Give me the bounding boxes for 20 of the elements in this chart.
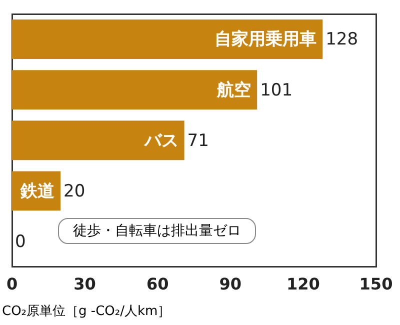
y-tick-label: 鉄道 [20, 181, 55, 202]
data-label: 0 [15, 232, 26, 252]
y-tick-label: 航空 [216, 80, 252, 100]
bar [12, 70, 258, 110]
x-tick-label: 30 [74, 274, 96, 294]
x-tick-label: 60 [146, 274, 169, 294]
x-tick-label: 0 [6, 274, 18, 294]
x-tick-label: 90 [219, 274, 242, 294]
annotation: 徒歩・自転車は排出量ゼロ [58, 218, 256, 244]
y-tick-label: バス [143, 130, 178, 151]
x-tick-label: 150 [359, 274, 393, 294]
bar [12, 20, 323, 59]
data-label: 20 [64, 181, 86, 202]
data-label: 101 [260, 80, 293, 100]
bar [12, 120, 184, 160]
y-tick-label: 自家用乗用車 [214, 30, 317, 50]
data-label: 128 [326, 30, 358, 50]
x-tick-label: 120 [286, 274, 320, 294]
data-label: 71 [187, 130, 209, 151]
x-axis-title: CO₂原単位［g -CO₂/人km］ [2, 303, 171, 320]
